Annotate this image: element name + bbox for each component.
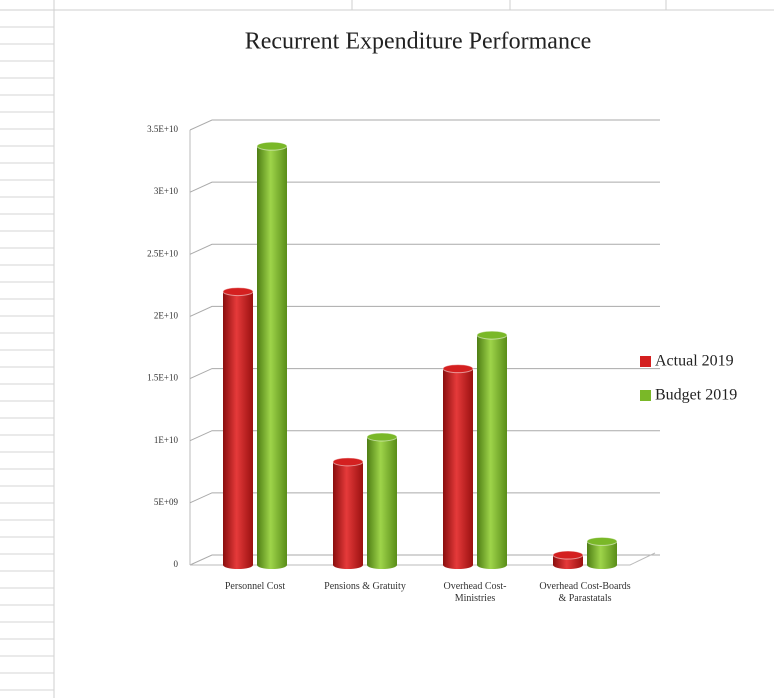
- grid-line: [189, 181, 660, 193]
- bar-base: [587, 561, 617, 569]
- bar-base: [257, 561, 287, 569]
- bar-cap: [586, 536, 618, 546]
- bar: [223, 291, 253, 565]
- bar-base: [553, 561, 583, 569]
- y-tick-label: 0: [174, 559, 179, 569]
- grid-line: [189, 368, 660, 380]
- grid-line: [189, 119, 660, 131]
- grid-line: [189, 243, 660, 255]
- bar: [587, 541, 617, 565]
- x-tick-label: Personnel Cost: [224, 581, 286, 592]
- bar-cap: [332, 457, 364, 467]
- bar: [257, 146, 287, 565]
- bar-cap: [256, 141, 288, 151]
- bar-cap: [442, 364, 474, 374]
- bar-cap: [476, 330, 508, 340]
- legend-swatch: [640, 390, 651, 401]
- bar: [477, 335, 507, 565]
- bar: [367, 436, 397, 565]
- legend-swatch: [640, 356, 651, 367]
- x-tick-label: Overhead Cost-Ministries: [443, 581, 507, 604]
- bar: [553, 555, 583, 565]
- y-tick-label: 2E+10: [154, 310, 179, 320]
- grid-line: [189, 492, 660, 504]
- bar-base: [333, 561, 363, 569]
- bar-base: [477, 561, 507, 569]
- bar: [443, 368, 473, 565]
- x-tick-label: Overhead Cost-Boards & Parastatals: [539, 581, 631, 604]
- bar-base: [443, 561, 473, 569]
- y-tick-label: 2.5E+10: [147, 248, 178, 258]
- y-tick-label: 3.5E+10: [147, 124, 178, 134]
- legend-label: Actual 2019: [655, 353, 734, 370]
- bar-cap: [552, 550, 584, 560]
- bar-cap: [222, 287, 254, 297]
- bar-cap: [366, 432, 398, 442]
- y-tick-label: 5E+09: [154, 497, 179, 507]
- bar: [333, 461, 363, 565]
- grid-line: [189, 430, 660, 442]
- sheet-rows: [0, 26, 54, 691]
- y-tick-label: 1.5E+10: [147, 373, 178, 383]
- bar-base: [223, 561, 253, 569]
- y-tick-label: 3E+10: [154, 186, 179, 196]
- legend-label: Budget 2019: [655, 387, 737, 404]
- bar-base: [367, 561, 397, 569]
- x-tick-label: Pensions & Gratuity: [324, 581, 406, 592]
- grid-line: [189, 305, 660, 317]
- chart-title: Recurrent Expenditure Performance: [245, 29, 592, 55]
- y-tick-label: 1E+10: [154, 435, 179, 445]
- grid-line: [189, 554, 660, 566]
